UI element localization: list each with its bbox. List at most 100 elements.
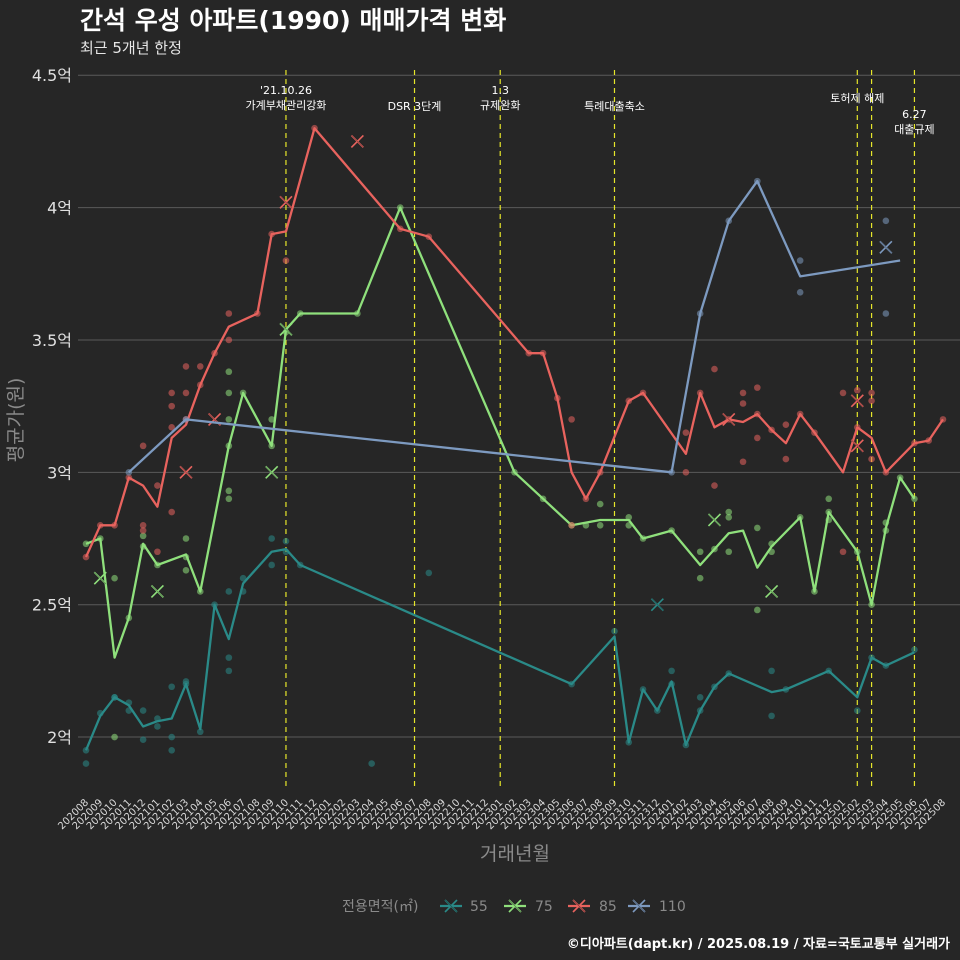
data-point <box>225 416 233 423</box>
event-label: 가계부채관리강화 <box>245 99 326 112</box>
data-point <box>868 389 875 397</box>
data-point <box>182 363 190 370</box>
data-point <box>882 217 890 225</box>
data-point <box>168 683 175 691</box>
event-label: 1.3 <box>491 84 509 97</box>
data-cross <box>265 465 279 479</box>
data-point <box>682 469 690 476</box>
data-cross <box>93 571 107 585</box>
event-label: 규제완화 <box>480 99 520 112</box>
data-cross <box>850 439 864 453</box>
data-point <box>368 760 375 767</box>
data-point <box>911 646 918 653</box>
data-point <box>225 667 233 675</box>
data-point <box>754 434 761 442</box>
source-caption: ©디아파트(dapt.kr) / 2025.08.19 / 자료=국토교통부 실… <box>567 936 950 952</box>
data-point <box>668 667 675 675</box>
data-point <box>168 424 175 431</box>
data-point <box>568 416 575 423</box>
series-85 <box>82 124 947 561</box>
event-label: 대출규제 <box>894 123 934 136</box>
data-point <box>825 495 833 503</box>
data-point <box>139 521 147 529</box>
data-point <box>139 442 147 450</box>
event-label: 토허제 해제 <box>830 91 884 105</box>
data-point <box>225 487 233 495</box>
y-tick-label: 3억 <box>47 463 72 482</box>
data-point <box>225 495 233 503</box>
data-point <box>82 760 90 767</box>
data-point <box>854 386 861 394</box>
data-point <box>225 389 233 397</box>
data-point <box>282 537 290 545</box>
data-point <box>139 527 147 534</box>
data-point <box>196 728 204 736</box>
legend-item-75: 75 <box>504 899 553 915</box>
data-point <box>154 482 161 489</box>
grid-lines <box>78 74 960 738</box>
series-55 <box>82 535 918 767</box>
data-point <box>225 336 233 344</box>
legend-label: 55 <box>470 899 488 915</box>
data-point <box>268 416 275 423</box>
data-cross <box>150 584 164 599</box>
data-point <box>225 588 233 595</box>
x-axis-title: 거래년월 <box>480 843 550 865</box>
data-point <box>739 389 747 397</box>
legend-label: 85 <box>599 899 617 915</box>
data-point <box>268 535 275 542</box>
event-label: DSR 3단계 <box>388 100 442 113</box>
data-point <box>239 574 247 582</box>
y-tick-label: 4억 <box>47 199 72 218</box>
legend-item-55: 55 <box>440 899 488 915</box>
data-point <box>596 500 604 508</box>
series-line <box>84 547 915 751</box>
data-point <box>168 733 175 741</box>
event-annotations: '21.10.26 가계부채관리강화 DSR 3단계 1.3 규제완화 특례대출축소 토허제… <box>245 84 934 136</box>
y-tick-label: 2억 <box>47 728 72 747</box>
x-axis-ticks: 2020082020092020102020112020122021012021… <box>56 797 948 832</box>
data-point <box>154 723 161 730</box>
data-cross <box>179 465 193 479</box>
chart-subtitle: 최근 5개년 한정 <box>80 39 182 57</box>
data-point <box>596 521 604 529</box>
data-point <box>225 368 233 376</box>
y-axis-title: 평균가(원) <box>5 378 27 463</box>
data-point <box>225 310 233 317</box>
data-cross <box>350 134 364 148</box>
legend-swatch-cross <box>632 899 646 913</box>
event-lines <box>285 70 916 790</box>
data-point <box>111 733 118 741</box>
data-point <box>725 548 733 556</box>
data-point <box>696 694 704 701</box>
data-point <box>168 746 175 754</box>
data-point <box>739 458 747 466</box>
data-point <box>168 508 175 516</box>
y-tick-label: 4.5억 <box>32 66 72 85</box>
data-point <box>754 606 761 614</box>
data-point <box>739 400 747 407</box>
data-point <box>696 548 704 556</box>
data-point <box>611 627 618 635</box>
y-tick-label: 3.5억 <box>32 331 72 350</box>
data-point <box>182 535 190 542</box>
legend-swatch-cross <box>508 899 522 913</box>
series-110 <box>125 177 901 476</box>
data-cross <box>722 412 736 426</box>
data-point <box>768 712 775 720</box>
data-cross <box>650 598 664 612</box>
data-point <box>425 569 433 577</box>
data-point <box>139 736 147 744</box>
legend-title: 전용면적(㎡) <box>342 899 418 915</box>
data-point <box>854 707 861 714</box>
data-point <box>868 397 875 405</box>
legend-item-85: 85 <box>568 899 617 915</box>
data-point <box>725 514 733 521</box>
data-point <box>139 532 147 540</box>
data-point <box>754 384 761 391</box>
legend-label: 110 <box>659 899 686 915</box>
data-point <box>839 548 847 556</box>
data-point <box>196 363 204 370</box>
series-line <box>84 127 944 558</box>
